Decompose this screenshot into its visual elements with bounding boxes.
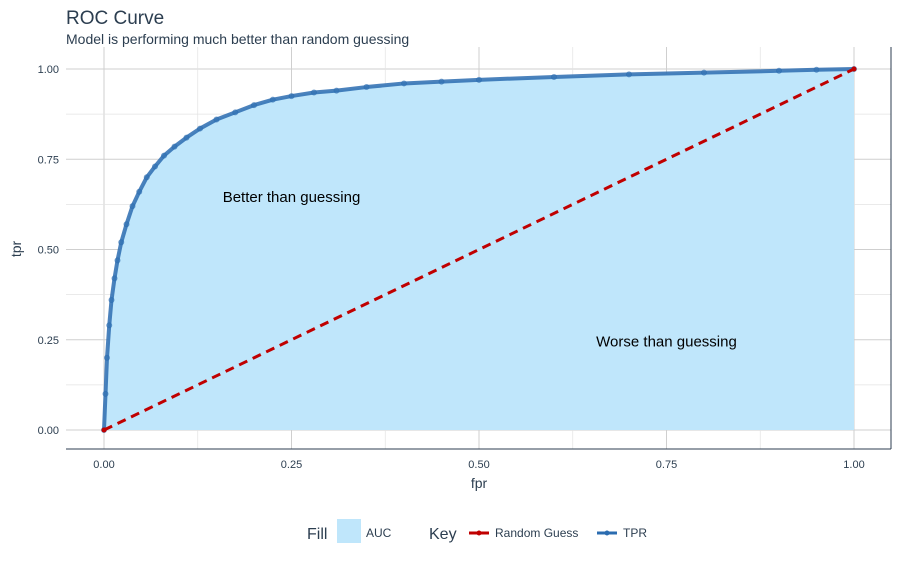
tpr-point	[626, 71, 633, 78]
auc-area	[104, 69, 854, 430]
tpr-point	[776, 67, 783, 74]
annotation-0: Better than guessing	[223, 189, 361, 206]
tpr-point	[111, 275, 118, 282]
y-axis-title: tpr	[8, 240, 24, 257]
tpr-point	[232, 109, 239, 116]
tpr-point	[143, 174, 150, 181]
tpr-point	[108, 297, 115, 304]
tpr-line	[102, 67, 855, 431]
ticks: 0.00 0.25 0.50 0.75 1.00 0.00 0.25 0.50 0.75 1.00	[38, 64, 865, 471]
tpr-point	[438, 78, 445, 85]
tpr-point	[475, 76, 482, 83]
legend-auc-label: AUC	[366, 526, 392, 540]
tpr-point	[106, 322, 113, 329]
tpr-point	[102, 390, 109, 397]
legend-tpr-label: TPR	[623, 526, 647, 540]
y-tick-label-3: 0.75	[38, 154, 59, 166]
tpr-point	[171, 143, 178, 150]
tpr-point	[213, 116, 220, 123]
legend-random-guess-label: Random Guess	[495, 526, 578, 540]
tpr-point	[813, 66, 820, 73]
random-guess-point	[851, 66, 857, 72]
y-tick-label-2: 0.50	[38, 245, 59, 257]
random-guess-point	[101, 427, 107, 433]
tpr-point	[196, 125, 203, 132]
annotation-1: Worse than guessing	[596, 334, 737, 351]
x-tick-label-0: 0.00	[93, 459, 114, 471]
chart-subtitle: Model is performing much better than ran…	[66, 31, 409, 47]
y-tick-label-0: 0.00	[38, 425, 59, 437]
tpr-point	[136, 188, 143, 195]
tpr-point	[288, 93, 295, 100]
tpr-point	[269, 96, 276, 103]
tpr-point	[114, 257, 121, 264]
tpr-point	[363, 84, 370, 91]
chart-title: ROC Curve	[66, 8, 164, 29]
tpr-point	[104, 354, 111, 361]
y-tick-label-1: 0.25	[38, 335, 59, 347]
tpr-point	[310, 89, 317, 96]
x-axis-title: fpr	[471, 475, 488, 491]
y-tick-label-4: 1.00	[38, 64, 59, 76]
tpr-point	[129, 203, 136, 210]
tpr-point	[333, 87, 340, 94]
tpr-point	[118, 239, 125, 246]
marks	[101, 66, 858, 433]
tpr-point	[400, 80, 407, 87]
x-tick-label-2: 0.50	[468, 459, 489, 471]
random-guess-line	[103, 67, 855, 432]
legend-fill-title: Fill	[307, 526, 327, 543]
x-tick-label-4: 1.00	[843, 459, 864, 471]
legend-auc-swatch	[337, 519, 361, 543]
legend: Fill AUC Key Random Guess TPR	[307, 519, 647, 543]
tpr-point	[123, 221, 130, 228]
tpr-point	[250, 102, 257, 109]
tpr-point	[551, 73, 558, 80]
legend-key-title: Key	[429, 526, 457, 543]
tpr-point	[183, 134, 190, 141]
legend-tpr-dot	[604, 530, 610, 536]
x-tick-label-1: 0.25	[281, 459, 302, 471]
x-tick-label-3: 0.75	[656, 459, 677, 471]
tpr-point	[701, 69, 708, 76]
tpr-point	[151, 163, 158, 170]
legend-random-guess-dot	[476, 530, 482, 536]
annotations: Better than guessing Worse than guessing	[223, 189, 737, 350]
tpr-point	[160, 152, 167, 159]
